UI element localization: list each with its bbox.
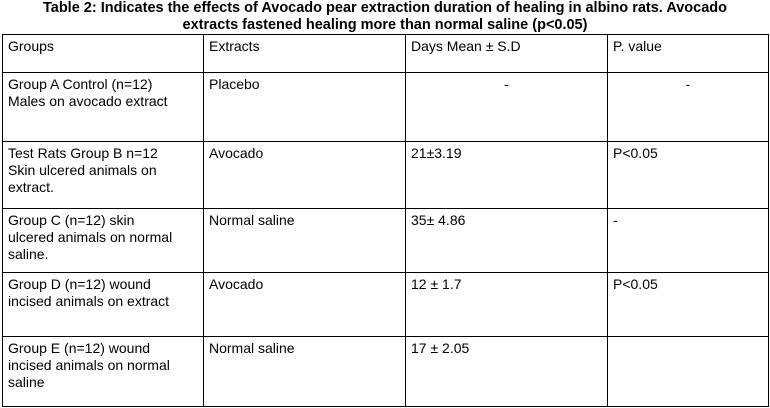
group-text: Group A Control (n=12) xyxy=(8,76,153,92)
days-cell: 17 ± 2.05 xyxy=(405,336,608,407)
header-days: Days Mean ± S.D xyxy=(405,34,608,73)
p-value-cell: - xyxy=(607,72,769,142)
group-text: incised animals on normal xyxy=(8,357,170,373)
days-cell: 12 ± 1.7 xyxy=(405,272,608,337)
group-text: Group C (n=12) skin xyxy=(8,212,135,228)
group-text: ulcered animals on normal xyxy=(8,229,173,245)
group-text: extract. xyxy=(8,179,54,195)
extract-cell: Avocado xyxy=(203,272,406,337)
p-value-cell: - xyxy=(607,208,769,273)
group-text: Group E (n=12) wound xyxy=(8,340,151,356)
group-text: saline. xyxy=(8,246,49,262)
header-p-value: P. value xyxy=(607,34,769,73)
table-header-row: Groups Extracts Days Mean ± S.D P. value xyxy=(2,34,769,73)
table-row: Group C (n=12) skin ulcered animals on n… xyxy=(2,208,769,273)
caption-line-1: Table 2: Indicates the effects of Avocad… xyxy=(42,0,728,16)
extract-cell: Normal saline xyxy=(203,208,406,273)
group-cell: Group E (n=12) wound incised animals on … xyxy=(2,336,204,407)
table-row: Group A Control (n=12) Males on avocado … xyxy=(2,72,769,142)
group-text: Skin ulcered animals on xyxy=(8,162,157,178)
results-table: Groups Extracts Days Mean ± S.D P. value… xyxy=(2,34,769,407)
table-row: Group D (n=12) wound incised animals on … xyxy=(2,272,769,337)
p-value-cell xyxy=(607,336,769,407)
table-row: Group E (n=12) wound incised animals on … xyxy=(2,336,769,407)
group-cell: Group C (n=12) skin ulcered animals on n… xyxy=(2,208,204,273)
days-cell: - xyxy=(405,72,608,142)
table-caption: Table 2: Indicates the effects of Avocad… xyxy=(0,0,770,36)
group-text: Test Rats Group B n=12 xyxy=(8,145,158,161)
group-cell: Group A Control (n=12) Males on avocado … xyxy=(2,72,204,142)
extract-cell: Placebo xyxy=(203,72,406,142)
p-value-cell: P<0.05 xyxy=(607,272,769,337)
group-text: Males on avocado extract xyxy=(8,93,168,109)
group-text: saline xyxy=(8,374,45,390)
days-cell: 21±3.19 xyxy=(405,141,608,209)
group-text: Group D (n=12) wound xyxy=(8,276,151,292)
group-cell: Group D (n=12) wound incised animals on … xyxy=(2,272,204,337)
extract-cell: Avocado xyxy=(203,141,406,209)
extract-cell: Normal saline xyxy=(203,336,406,407)
group-text: incised animals on extract xyxy=(8,293,170,309)
days-cell: 35± 4.86 xyxy=(405,208,608,273)
table-row: Test Rats Group B n=12 Skin ulcered anim… xyxy=(2,141,769,209)
p-value-cell: P<0.05 xyxy=(607,141,769,209)
header-groups: Groups xyxy=(2,34,204,73)
group-cell: Test Rats Group B n=12 Skin ulcered anim… xyxy=(2,141,204,209)
caption-line-2: extracts fastened healing more than norm… xyxy=(182,17,588,33)
header-extracts: Extracts xyxy=(203,34,406,73)
